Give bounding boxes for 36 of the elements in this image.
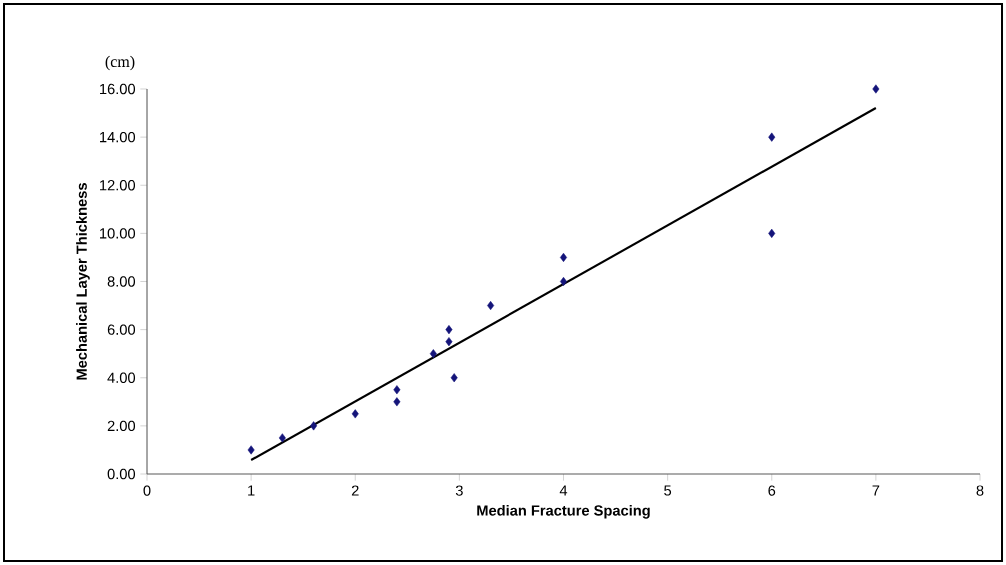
point [247,445,255,455]
x-tick-label: 7 [872,485,880,496]
point [393,385,401,395]
point [450,373,458,383]
point [351,409,359,419]
x-tick-label: 4 [559,485,568,496]
y-tick-label: 0.00 [107,468,136,480]
y-tick-label: 6.00 [107,324,136,335]
y-tick-label: 2.00 [107,420,136,432]
y-tick-label: 8.00 [107,276,136,287]
x-tick-label: 8 [976,485,984,496]
x-tick-label: 5 [664,485,672,496]
point [393,397,401,407]
y-tick-label: 4.00 [107,372,136,383]
y-tick-label: 14.00 [100,131,136,143]
point [429,349,437,359]
point [445,325,453,335]
point [768,228,776,238]
point [445,337,453,347]
point [560,252,567,262]
point [487,301,495,311]
x-tick-label: 3 [455,485,463,496]
x-tick-label: 0 [143,485,151,496]
y-axis-title: Mechanical Layer Thickness [76,183,90,380]
y-tick-label: 12.00 [100,180,136,191]
x-axis-title: Median Fracture Spacing [477,504,650,519]
point [872,84,880,94]
point [310,421,318,431]
text: (cm) [105,55,135,71]
y-tick-label: 10.00 [100,228,136,239]
point [278,433,286,443]
y-tick-label: 16.00 [100,83,136,95]
x-tick-label: 1 [248,485,255,496]
x-tick-label: 2 [351,485,359,496]
point [768,132,776,142]
x-tick-label: 6 [768,485,776,496]
